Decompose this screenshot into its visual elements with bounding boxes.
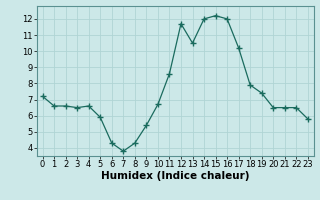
X-axis label: Humidex (Indice chaleur): Humidex (Indice chaleur) xyxy=(101,171,250,181)
